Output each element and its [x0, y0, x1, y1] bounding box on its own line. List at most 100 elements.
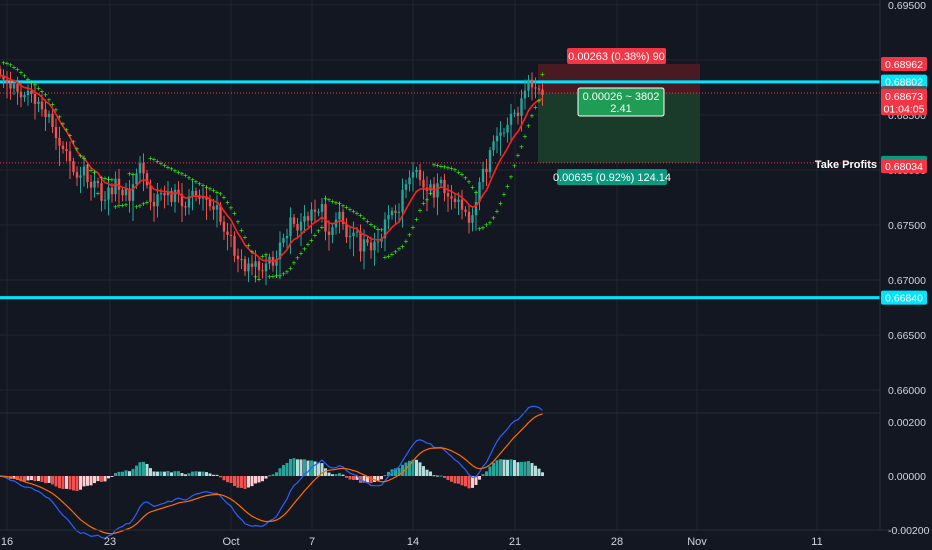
sar-dot: +: [313, 231, 318, 240]
macd-histogram-bar: [16, 476, 19, 480]
macd-histogram-bar: [457, 476, 460, 484]
sar-dot: +: [348, 205, 353, 214]
candle-body: [313, 209, 317, 212]
macd-histogram-bar: [425, 469, 429, 476]
macd-tick-label: 0.00200: [888, 417, 926, 429]
macd-histogram-bar: [439, 475, 443, 477]
candle-body: [488, 150, 492, 173]
macd-histogram-bar: [303, 459, 306, 476]
macd-histogram-bar: [82, 476, 86, 487]
price-label-box[interactable]: [881, 159, 927, 174]
sar-dot: +: [411, 223, 416, 232]
candle-body: [523, 90, 527, 99]
candle-body: [93, 180, 96, 188]
sar-dot: +: [295, 253, 300, 262]
sar-dot: +: [421, 199, 426, 208]
macd-histogram-bar: [254, 476, 257, 484]
macd-histogram-bar: [411, 459, 415, 476]
macd-histogram-bar: [103, 476, 107, 482]
stop-label: 0.00263 (0.38%) 90: [568, 51, 665, 63]
sar-dot: +: [103, 174, 108, 183]
candle-body: [250, 263, 254, 267]
sar-dot: +: [502, 190, 507, 199]
sar-dot: +: [365, 217, 370, 226]
sar-dot: +: [5, 59, 10, 68]
candle-body: [471, 215, 474, 223]
macd-histogram-bar: [387, 471, 390, 476]
sar-dot: +: [246, 241, 251, 250]
sar-dot: +: [337, 199, 342, 208]
price-label-text: 0.68802: [885, 77, 923, 89]
target-label-box[interactable]: [557, 169, 667, 185]
sar-dot: +: [225, 198, 230, 207]
candle-body: [530, 79, 534, 88]
sar-dot: +: [229, 203, 234, 212]
price-label-box[interactable]: [881, 88, 927, 103]
macd-histogram-bar: [408, 460, 411, 476]
macd-histogram-bar: [530, 463, 534, 476]
macd-histogram-bar: [159, 471, 163, 476]
candle-body: [219, 205, 222, 222]
macd-histogram-bar: [523, 461, 527, 476]
price-axis[interactable]: 0.695000.690000.685000.680000.675000.670…: [881, 0, 927, 397]
macd-histogram-bar: [19, 476, 23, 482]
price-label-box[interactable]: [881, 74, 927, 89]
candle-body: [352, 232, 355, 237]
candle-body: [390, 210, 394, 216]
sar-dot: +: [477, 224, 482, 233]
candle-body: [30, 90, 33, 94]
candle-body: [289, 217, 292, 237]
macd-histogram-bar: [58, 476, 61, 489]
sar-dot: +: [99, 174, 104, 183]
sar-dot: +: [134, 202, 139, 211]
candle-body: [82, 166, 86, 176]
price-label-box[interactable]: [881, 57, 927, 72]
candle-body: [103, 199, 107, 201]
sar-dot: +: [540, 70, 545, 79]
sar-dot: +: [89, 166, 94, 175]
position-labels[interactable]: 0.00263 (0.38%) 90 0.00026 ~ 3802 2.41 0…: [553, 48, 877, 185]
sar-dot: +: [390, 250, 395, 259]
center-label-box[interactable]: [577, 87, 665, 117]
macd-histogram-bar: [446, 476, 450, 481]
candle-body: [453, 198, 457, 202]
macd-histogram-bar: [191, 471, 194, 476]
sar-dot: +: [481, 223, 486, 232]
candle-body: [537, 88, 541, 90]
stop-label-box[interactable]: [567, 48, 666, 64]
sar-dot: +: [498, 199, 503, 208]
macd-histogram-bar: [170, 472, 173, 476]
macd-histogram-bar: [289, 458, 292, 476]
sar-dot: +: [404, 237, 409, 246]
macd-histogram-bar: [317, 462, 320, 476]
candle-body: [422, 179, 425, 188]
candle-body: [156, 194, 159, 207]
macd-histogram-bar: [243, 476, 247, 490]
candle-body: [261, 270, 264, 272]
horizontal-levels[interactable]: [0, 80, 880, 300]
candle-body: [355, 231, 359, 233]
candle-body: [163, 193, 166, 196]
candle-body: [117, 178, 121, 190]
macd-histogram-bar: [138, 462, 142, 476]
price-label-box[interactable]: [881, 101, 927, 116]
macd-histogram-bar: [268, 475, 271, 477]
macd-histogram-bar: [65, 476, 68, 489]
candle-body: [292, 217, 296, 224]
price-tick-label: 0.66000: [888, 385, 926, 397]
price-tick-label: 0.67500: [888, 220, 926, 232]
sar-dot: +: [302, 245, 307, 254]
candle-body: [47, 113, 51, 118]
macd-histogram-bar: [352, 476, 355, 480]
sar-dot: +: [180, 170, 185, 179]
candle-body: [359, 231, 362, 252]
ema-line: [0, 74, 543, 263]
price-label-box[interactable]: [881, 290, 927, 305]
signal-line: [0, 413, 543, 535]
sar-dot: +: [428, 189, 433, 198]
macd-axis[interactable]: 0.00200 0.00000 -0.00200: [888, 417, 930, 537]
sar-dot: +: [264, 251, 269, 260]
time-axis[interactable]: 16 23 Oct 7 14 21 28 Nov 11: [1, 536, 823, 548]
sar-dot: +: [64, 126, 69, 135]
